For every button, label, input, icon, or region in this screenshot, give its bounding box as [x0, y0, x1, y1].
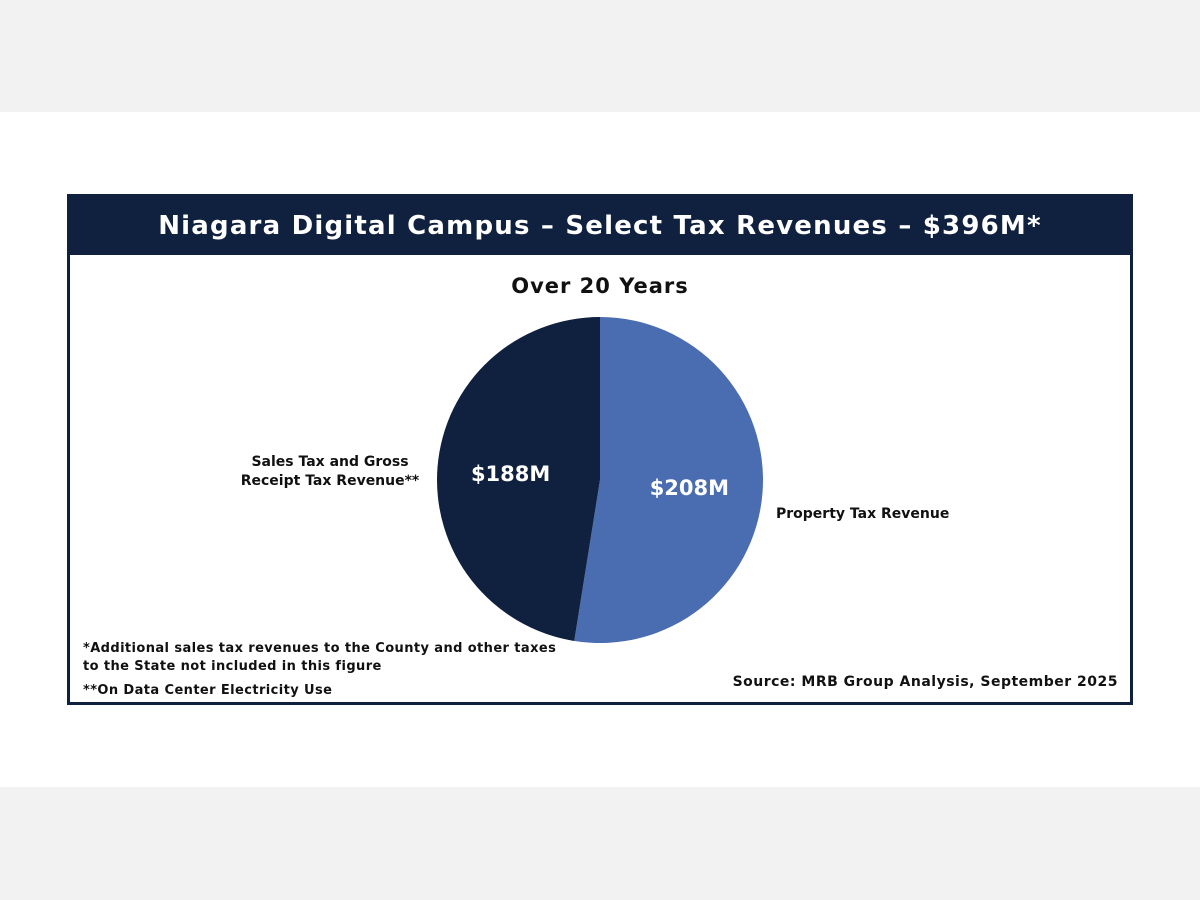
slice-label-sales-tax: Sales Tax and Gross Receipt Tax Revenue*…: [240, 454, 420, 489]
footnote-additional-taxes: *Additional sales tax revenues to the Co…: [83, 641, 557, 674]
source-note: Source: MRB Group Analysis, September 20…: [732, 674, 1118, 690]
pie-chart: $208M $188M: [436, 317, 763, 643]
pie-slice-sales-tax: [436, 317, 600, 641]
footnote-electricity-use: **On Data Center Electricity Use: [83, 683, 333, 698]
chart-header: Niagara Digital Campus – Select Tax Reve…: [70, 197, 1130, 258]
chart-title: Over 20 Years: [511, 274, 689, 298]
pie-slice-property-tax: [574, 317, 763, 643]
chart-header-title: Niagara Digital Campus – Select Tax Reve…: [158, 211, 1042, 241]
slice-value-sales-tax: $188M: [471, 462, 550, 486]
chart-card: Niagara Digital Campus – Select Tax Reve…: [67, 194, 1133, 705]
slice-label-property-tax: Property Tax Revenue: [776, 506, 950, 522]
slice-value-property-tax: $208M: [650, 476, 729, 500]
